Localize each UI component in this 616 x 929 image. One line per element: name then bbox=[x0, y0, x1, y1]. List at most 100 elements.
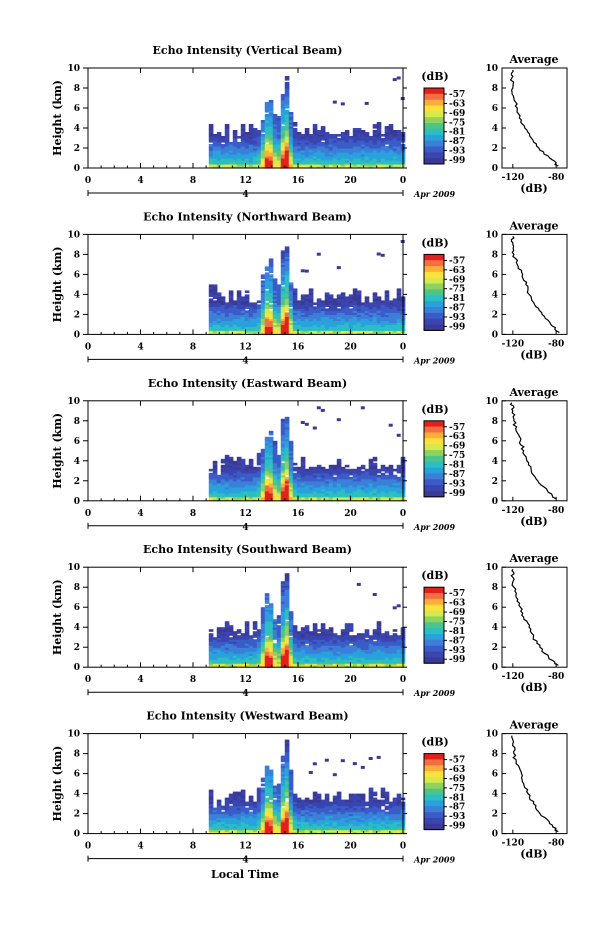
heatmap-cell bbox=[380, 639, 386, 642]
heatmap-cell bbox=[276, 470, 282, 474]
colorbar-tick-label: -75 bbox=[449, 451, 465, 461]
heatmap-cell bbox=[328, 464, 334, 468]
heatmap-cell bbox=[336, 318, 342, 321]
heatmap-cell bbox=[288, 332, 294, 335]
heatmap-cell bbox=[320, 332, 326, 335]
heatmap-cell bbox=[280, 112, 286, 115]
heatmap-cell bbox=[328, 659, 334, 662]
heatmap-cell bbox=[356, 498, 362, 502]
heatmap-cell bbox=[212, 162, 218, 165]
heatmap-cell bbox=[320, 492, 326, 496]
heatmap-cell bbox=[392, 328, 398, 331]
heatmap-cell bbox=[296, 478, 302, 482]
heatmap-cell bbox=[380, 643, 386, 646]
heatmap-cell bbox=[348, 470, 354, 474]
heatmap-cell bbox=[264, 280, 270, 283]
heatmap-cell bbox=[236, 663, 242, 666]
heatmap-cell bbox=[212, 655, 218, 658]
heatmap-cell bbox=[224, 158, 230, 161]
heatmap-cell bbox=[288, 655, 294, 658]
heatmap-cell bbox=[236, 482, 242, 486]
heatmap-cell bbox=[220, 480, 226, 484]
heatmap-cell bbox=[280, 134, 286, 137]
average-profile-line bbox=[509, 402, 557, 500]
heatmap-cell bbox=[260, 122, 266, 125]
heatmap-cell bbox=[392, 492, 398, 496]
heatmap-cell bbox=[224, 645, 230, 648]
heatmap-cell bbox=[280, 432, 286, 436]
heatmap-cell bbox=[320, 470, 326, 474]
heatmap-cell bbox=[260, 124, 266, 127]
heatmap-cell bbox=[288, 641, 294, 644]
heatmap-cell bbox=[300, 466, 306, 470]
heatmap-cell bbox=[256, 803, 262, 807]
heatmap-cell bbox=[244, 312, 250, 315]
heatmap-cell bbox=[216, 482, 222, 486]
heatmap-cell bbox=[368, 649, 374, 652]
heatmap-cell bbox=[292, 150, 298, 153]
heatmap-cell bbox=[356, 476, 362, 480]
heatmap-cell bbox=[364, 322, 370, 325]
heatmap-cell bbox=[240, 130, 246, 133]
heatmap-cell bbox=[264, 627, 270, 630]
heatmap-cell bbox=[348, 308, 354, 311]
heatmap-cell bbox=[280, 631, 286, 634]
heatmap-cell bbox=[368, 308, 374, 311]
heatmap-cell bbox=[268, 146, 274, 149]
heatmap-cell bbox=[216, 150, 222, 153]
heatmap-cell bbox=[236, 154, 242, 157]
heatmap-cell bbox=[288, 466, 294, 470]
heatmap-cell bbox=[220, 146, 226, 149]
heatmap-cell bbox=[272, 789, 278, 793]
heatmap-cell bbox=[320, 158, 326, 161]
heatmap-cell bbox=[360, 314, 366, 317]
heatmap-cell bbox=[236, 825, 242, 829]
heatmap-cell bbox=[256, 661, 262, 664]
heatmap-cell bbox=[284, 462, 290, 466]
heatmap-cell bbox=[372, 649, 378, 652]
colorbar: (dB)-57-63-69-75-81-87-93-99 bbox=[421, 569, 465, 665]
heatmap-cell bbox=[272, 330, 278, 333]
heatmap-cell bbox=[312, 426, 317, 430]
heatmap-cell bbox=[236, 318, 242, 321]
heatmap-cell bbox=[264, 286, 270, 289]
heatmap-cell bbox=[260, 613, 266, 616]
heatmap-cell bbox=[252, 823, 258, 827]
heatmap-cell bbox=[236, 324, 242, 327]
heatmap-cell bbox=[220, 140, 226, 143]
heatmap-cell bbox=[320, 304, 326, 307]
heatmap-cell bbox=[228, 298, 234, 301]
heatmap-cell bbox=[340, 306, 346, 309]
heatmap-cell bbox=[308, 324, 314, 327]
heatmap-cell bbox=[224, 813, 230, 817]
heatmap-cell bbox=[348, 144, 354, 147]
heatmap-cell bbox=[208, 138, 214, 141]
heatmap-cell bbox=[260, 492, 266, 496]
heatmap-cell bbox=[396, 641, 402, 644]
heatmap-cell bbox=[236, 643, 242, 646]
heatmap-cell bbox=[296, 651, 302, 654]
heatmap-cell bbox=[232, 324, 238, 327]
heatmap-cell bbox=[232, 809, 238, 813]
heatmap-cell bbox=[352, 132, 358, 135]
heatmap-cell bbox=[260, 623, 266, 626]
heatmap-cell bbox=[284, 583, 290, 586]
heatmap-cell bbox=[248, 482, 254, 486]
heatmap-cell bbox=[352, 300, 358, 303]
heatmap-cell bbox=[276, 637, 282, 640]
heatmap-cell bbox=[244, 474, 250, 478]
heatmap-cell bbox=[264, 442, 270, 446]
heatmap-cell bbox=[260, 637, 266, 640]
heatmap-cell bbox=[252, 627, 258, 630]
heatmap-cell bbox=[240, 144, 246, 147]
heatmap-cell bbox=[284, 657, 290, 660]
heatmap-cell bbox=[352, 130, 358, 133]
heatmap-cell bbox=[364, 152, 370, 155]
heatmap-cell bbox=[228, 158, 234, 161]
heatmap-cell bbox=[264, 118, 270, 121]
heatmap-cell bbox=[228, 324, 234, 327]
heatmap-cell bbox=[216, 627, 222, 630]
heatmap-cell bbox=[280, 276, 286, 279]
x-tick-label: 16 bbox=[292, 176, 305, 186]
heatmap-cell bbox=[216, 138, 222, 141]
